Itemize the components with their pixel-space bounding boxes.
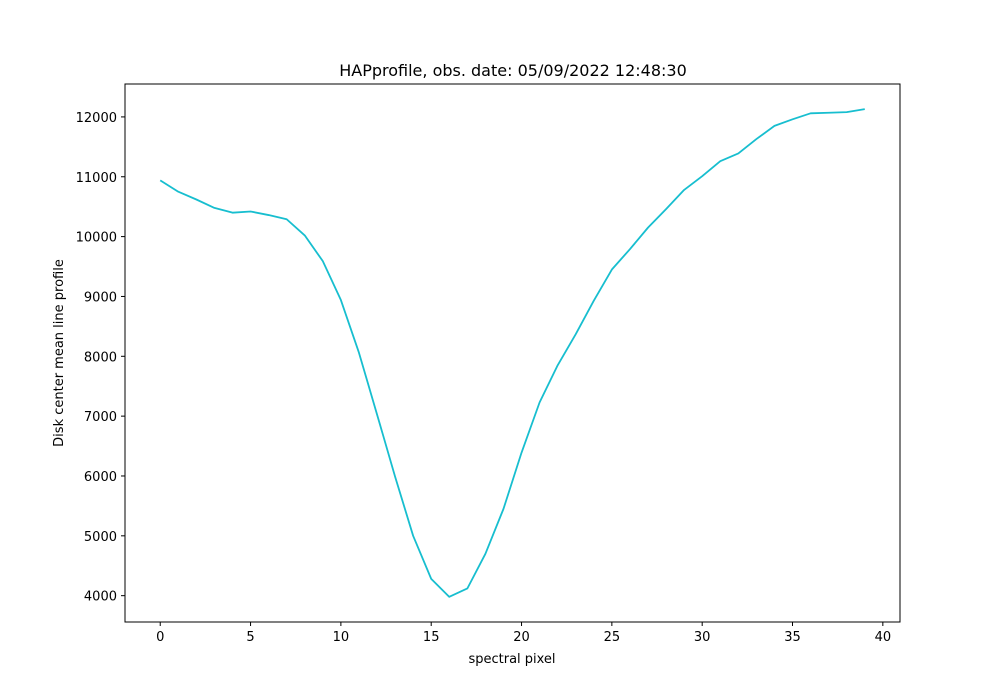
y-axis-ticks: 4000 5000 6000 7000 8000 9000 10000 11000 12000 [76, 111, 125, 605]
x-tick-label: 25 [604, 630, 621, 645]
chart-title: HAPprofile, obs. date: 05/09/2022 12:48:… [339, 61, 687, 80]
x-tick-label: 30 [694, 630, 711, 645]
x-tick-label: 40 [875, 630, 892, 645]
y-tick-label: 6000 [84, 470, 117, 485]
y-axis-label: Disk center mean line profile [52, 259, 67, 447]
x-tick-label: 35 [784, 630, 801, 645]
y-tick-label: 5000 [84, 530, 117, 545]
x-tick-label: 15 [423, 630, 440, 645]
x-axis-label: spectral pixel [468, 652, 555, 667]
plot-frame [124, 83, 901, 623]
plot-area [125, 84, 900, 622]
y-tick-label: 8000 [84, 350, 117, 365]
x-tick-label: 0 [156, 630, 164, 645]
x-axis-ticks: 0 5 10 15 20 25 30 35 40 [156, 622, 891, 645]
y-tick-label: 9000 [84, 290, 117, 305]
series-layer [159, 108, 865, 598]
y-tick-label: 7000 [84, 410, 117, 425]
y-tick-label: 10000 [76, 231, 117, 246]
y-tick-label: 11000 [76, 171, 117, 186]
x-tick-label: 5 [246, 630, 254, 645]
y-tick-label: 4000 [84, 590, 117, 605]
series-line [159, 108, 865, 598]
x-tick-label: 10 [333, 630, 350, 645]
x-tick-label: 20 [513, 630, 530, 645]
y-tick-label: 12000 [76, 111, 117, 126]
